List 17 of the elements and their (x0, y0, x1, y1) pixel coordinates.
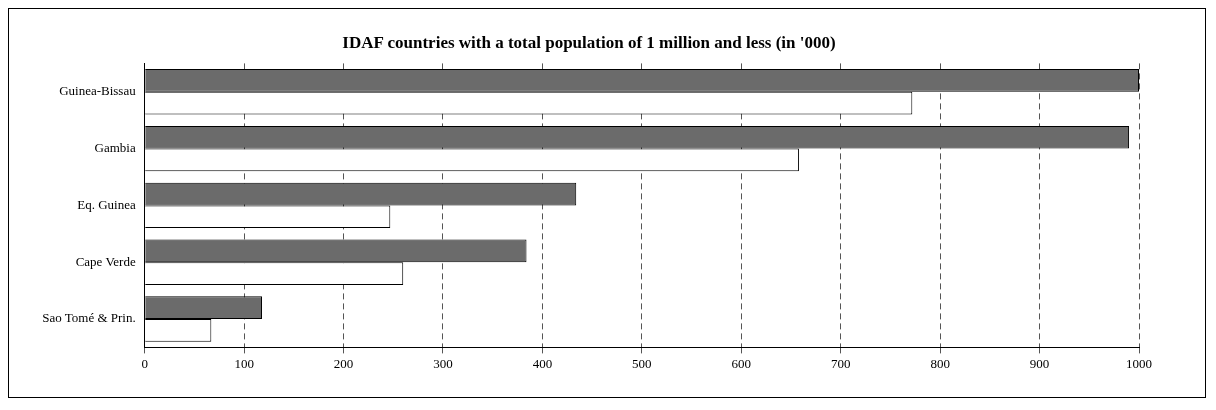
y-tick-label: Guinea-Bissau (59, 83, 137, 99)
chart-title: IDAF countries with a total population of 1 million and less (in '000) (342, 32, 836, 52)
x-tick-label: 100 (234, 355, 254, 371)
x-tick-label: 900 (1029, 355, 1050, 371)
x-tick-label: 200 (333, 355, 354, 371)
y-tick-label: Gambia (94, 140, 136, 156)
y-tick-label: Cape Verde (75, 253, 136, 269)
x-tick-label: 1000 (1126, 355, 1152, 371)
x-tick-label: 700 (830, 355, 851, 371)
x-tick-label: 0 (141, 355, 148, 371)
y-tick-label: Eq. Guinea (77, 196, 136, 212)
x-tick-label: 500 (632, 355, 652, 371)
x-tick-label: 400 (532, 355, 553, 371)
x-tick-label: 300 (433, 355, 453, 371)
x-tick-label: 600 (731, 355, 752, 371)
y-tick-label: Sao Tomé & Prin. (42, 310, 136, 326)
x-tick-label: 800 (930, 355, 950, 371)
